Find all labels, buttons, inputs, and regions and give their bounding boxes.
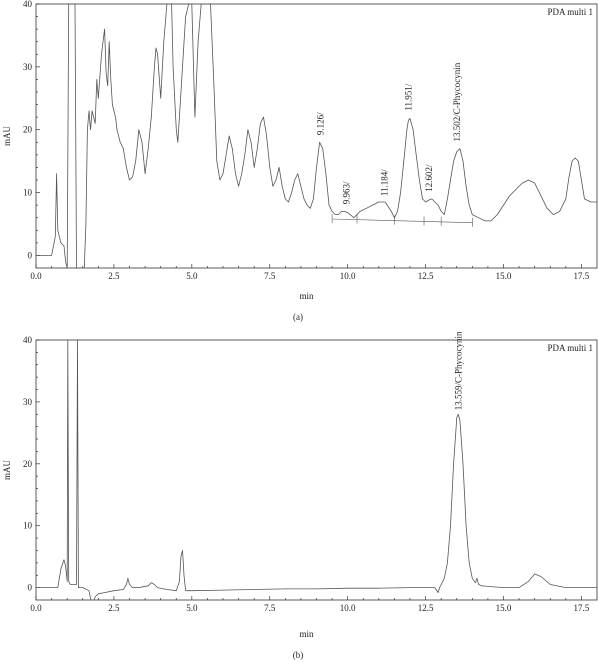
panel-b-y-tick-label: 40 [23, 335, 33, 345]
panel-a-integration-baseline [332, 218, 473, 223]
panel-a-x-tick-label: 7.5 [264, 271, 276, 281]
panel-a-series-line [36, 4, 597, 268]
panel-b-x-tick-label: 17.5 [574, 603, 590, 613]
panel-b-y-tick-label: 10 [23, 521, 33, 531]
panel-b-x-tick-label: 15.0 [496, 603, 512, 613]
panel-a-peak-label: 9.126/ [315, 112, 325, 135]
panel-a-peak-label: 11.951/ [403, 83, 413, 110]
panel-a-x-tick-label: 17.5 [574, 271, 590, 281]
panel-b-x-tick-label: 7.5 [264, 603, 276, 613]
panel-a-x-tick-label: 0.0 [30, 271, 42, 281]
panel-a-y-tick-label: 20 [23, 125, 33, 135]
panel-b-x-tick-label: 0.0 [30, 603, 42, 613]
panel-a-y-tick-label: 10 [23, 188, 33, 198]
panel-a-y-axis-title: mAU [2, 126, 12, 147]
panel-a-legend: PDA multi 1 [547, 7, 593, 17]
panel-a-x-tick-label: 15.0 [496, 271, 512, 281]
panel-b-legend: PDA multi 1 [547, 343, 593, 353]
panel-b-x-tick-label: 2.5 [108, 603, 120, 613]
panel-a-chromatogram: 0.0 2.5 5.0 7.5 10.0 12.5 15.0 17.5 0 10 20 30 40 min… [2, 0, 598, 322]
panel-a-x-tick-label: 2.5 [108, 271, 120, 281]
panel-a-x-axis-title: min [299, 291, 314, 301]
panel-a-y-tick-label: 0 [28, 250, 33, 260]
panel-b-x-tick-label: 12.5 [418, 603, 434, 613]
panel-a-peak-label: 9.963/ [342, 181, 352, 204]
panel-a-label: (a) [293, 312, 303, 322]
panel-a-x-tick-label: 5.0 [186, 271, 198, 281]
panel-b-y-tick-label: 20 [23, 459, 33, 469]
panel-b-x-tick-label: 10.0 [340, 603, 356, 613]
panel-a-peak-label: 11.184/ [380, 169, 390, 196]
panel-b-label: (b) [293, 650, 304, 660]
panel-b-y-tick-label: 0 [28, 583, 33, 593]
panel-b-series-line [36, 340, 597, 600]
panel-a-x-tick-label: 10.0 [340, 271, 356, 281]
panel-a-peak-label: 12.602/ [424, 164, 434, 192]
panel-b-x-axis-title: min [299, 629, 314, 639]
panel-b-chromatogram: 0.0 2.5 5.0 7.5 10.0 12.5 15.0 17.5 0 10 20 30 40 min… [2, 331, 598, 660]
panel-b-y-tick-label: 30 [23, 397, 33, 407]
panel-b-y-axis-title: mAU [2, 460, 12, 481]
panel-a-x-tick-label: 12.5 [418, 271, 434, 281]
panel-a-y-tick-label: 30 [23, 62, 33, 72]
panel-b-plot-frame [35, 339, 598, 601]
panel-a-y-tick-label: 40 [23, 0, 33, 9]
panel-a-peak-label: 13.502/C-Phycocynin [452, 62, 462, 141]
panel-b-peak-label: 13.559/C-Phycocynin [454, 331, 464, 410]
panel-b-x-tick-label: 5.0 [186, 603, 198, 613]
